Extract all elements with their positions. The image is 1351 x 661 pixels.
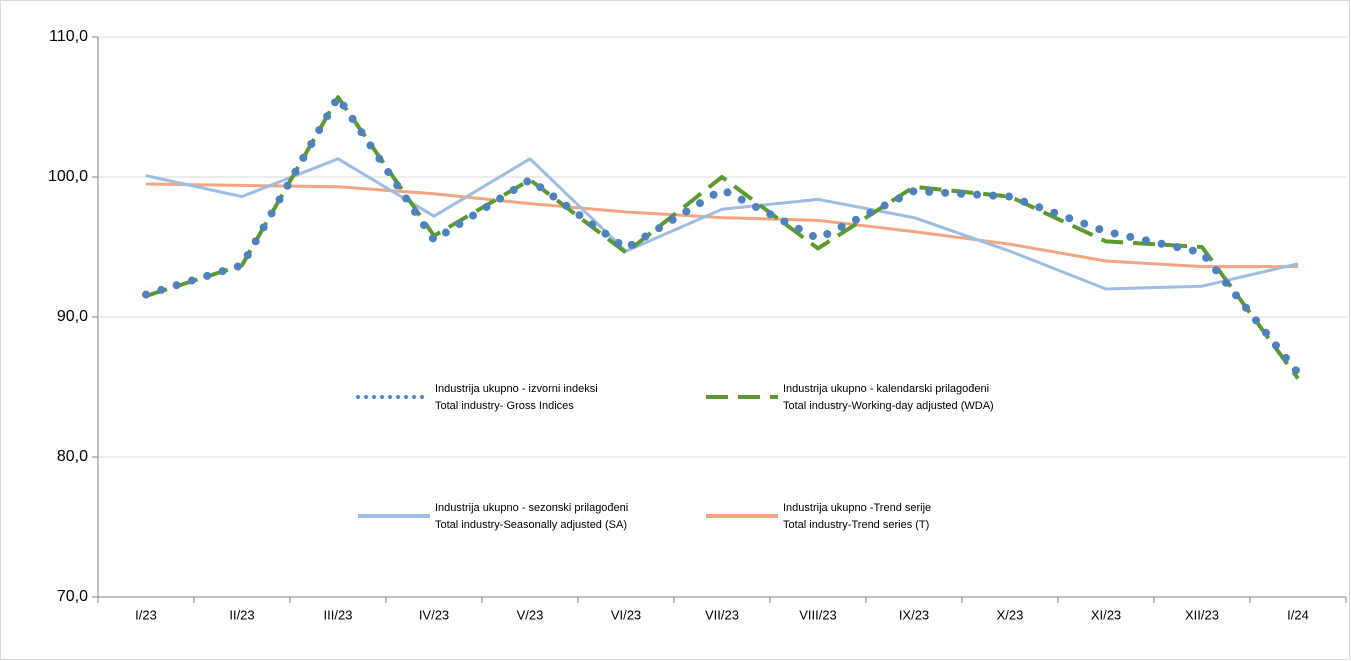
x-tick-label: I/23: [135, 607, 157, 622]
y-tick-label: 110,0: [49, 28, 88, 45]
legend-entry: Industrija ukupno - sezonski prilagođeni…: [435, 502, 629, 531]
y-tick-label: 90,0: [57, 308, 88, 325]
series-line: [145, 182, 1298, 269]
x-tick-label: IV/23: [419, 607, 449, 622]
y-tick-label: 100,0: [48, 168, 88, 185]
x-tick-label: X/23: [997, 607, 1024, 622]
x-tick-label: IX/23: [899, 607, 929, 622]
legend-entry: Industrija ukupno - kalendarski prilagođ…: [783, 383, 994, 412]
x-tick-label: VII/23: [705, 607, 739, 622]
legend-entry: Industrija ukupno - izvorni indeksi Tota…: [435, 383, 598, 412]
x-tick-label: V/23: [517, 607, 544, 622]
series-line: [145, 157, 1299, 291]
x-tick-label: III/23: [324, 607, 353, 622]
x-tick-label: XII/23: [1185, 607, 1219, 622]
x-tick-label: VIII/23: [799, 607, 837, 622]
y-tick-label: 80,0: [57, 448, 88, 465]
x-tick-label: VI/23: [611, 607, 641, 622]
y-tick-label: 70,0: [57, 588, 88, 605]
x-tick-label: XI/23: [1091, 607, 1121, 622]
series-line: [145, 95, 1300, 380]
legend-entry: Industrija ukupno -Trend serije Total in…: [783, 502, 932, 531]
x-tick-label: I/24: [1287, 607, 1309, 622]
x-tick-label: II/23: [229, 607, 254, 622]
